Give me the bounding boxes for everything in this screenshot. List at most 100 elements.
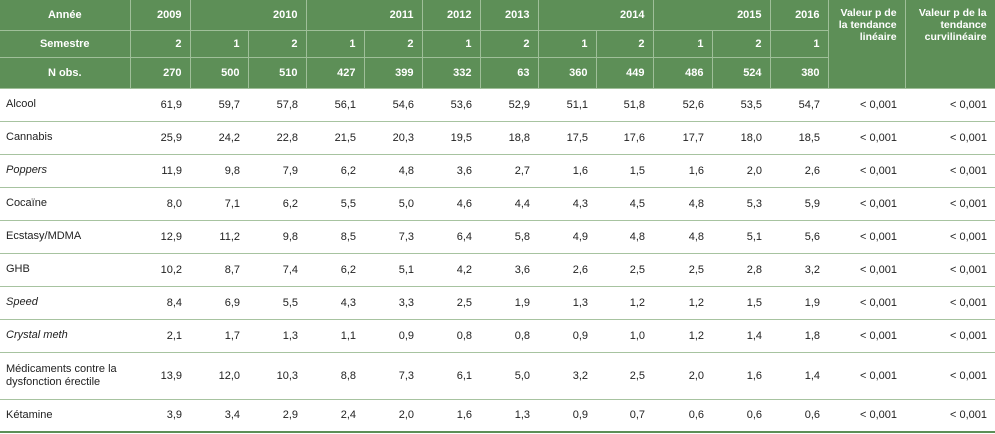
cell-value: 2,1 <box>130 319 190 353</box>
cell-value: 52,9 <box>480 88 539 122</box>
row-label: Cocaïne <box>0 187 130 221</box>
table-row: Crystal meth 2,1 1,7 1,3 1,1 0,9 0,8 0,8 0,9 1,0 1… <box>0 319 995 353</box>
p-linear: < 0,001 <box>828 399 906 433</box>
p-linear-header: Valeur p de la tendance linéaire <box>828 0 906 89</box>
cell-value: 1,5 <box>596 154 654 188</box>
cell-value: 0,6 <box>770 399 829 433</box>
cell-value: 5,1 <box>712 220 771 254</box>
cell-value: 11,2 <box>190 220 248 254</box>
cell-value: 1,9 <box>770 286 829 320</box>
n-header: 270 <box>130 57 191 89</box>
cell-value: 1,3 <box>538 286 597 320</box>
cell-value: 2,5 <box>596 352 654 400</box>
cell-value: 1,5 <box>712 286 771 320</box>
header-row: N obs. 270 500 510 427 399 332 63 360 449 486 524 38… <box>0 57 995 89</box>
cell-value: 4,8 <box>653 187 713 221</box>
semester-header: 1 <box>306 30 365 58</box>
cell-value: 61,9 <box>130 88 190 122</box>
cell-value: 0,7 <box>596 399 654 433</box>
cell-value: 2,0 <box>712 154 771 188</box>
cell-value: 4,8 <box>653 220 713 254</box>
cell-value: 3,2 <box>538 352 597 400</box>
row-label: Poppers <box>0 154 130 188</box>
cell-value: 13,9 <box>130 352 190 400</box>
cell-value: 53,6 <box>422 88 481 122</box>
header-label: Semestre <box>0 30 131 58</box>
cell-value: 9,8 <box>190 154 248 188</box>
year-header: 2011 <box>306 0 423 31</box>
cell-value: 2,0 <box>653 352 713 400</box>
p-curvilinear-header: Valeur p de la tendance curvilinéaire <box>905 0 995 89</box>
cell-value: 0,8 <box>480 319 539 353</box>
row-label: Kétamine <box>0 399 130 433</box>
p-curvilinear: < 0,001 <box>905 286 995 320</box>
year-header: 2009 <box>130 0 191 31</box>
cell-value: 8,4 <box>130 286 190 320</box>
p-linear: < 0,001 <box>828 154 906 188</box>
cell-value: 5,9 <box>770 187 829 221</box>
cell-value: 2,9 <box>248 399 307 433</box>
p-curvilinear: < 0,001 <box>905 220 995 254</box>
p-linear: < 0,001 <box>828 88 906 122</box>
p-linear: < 0,001 <box>828 220 906 254</box>
cell-value: 57,8 <box>248 88 307 122</box>
semester-header: 2 <box>248 30 307 58</box>
table-row: Kétamine 3,9 3,4 2,9 2,4 2,0 1,6 1,3 0,9 0,7 0,6 0,… <box>0 399 995 433</box>
cell-value: 11,9 <box>130 154 190 188</box>
cell-value: 18,5 <box>770 121 829 155</box>
cell-value: 10,2 <box>130 253 190 287</box>
cell-value: 7,9 <box>248 154 307 188</box>
cell-value: 2,6 <box>538 253 597 287</box>
cell-value: 52,6 <box>653 88 713 122</box>
p-linear: < 0,001 <box>828 286 906 320</box>
p-linear: < 0,001 <box>828 121 906 155</box>
semester-header: 1 <box>190 30 249 58</box>
cell-value: 1,7 <box>190 319 248 353</box>
n-header: 449 <box>596 57 654 89</box>
cell-value: 1,4 <box>770 352 829 400</box>
cell-value: 10,3 <box>248 352 307 400</box>
cell-value: 18,8 <box>480 121 539 155</box>
semester-header: 1 <box>538 30 597 58</box>
cell-value: 3,9 <box>130 399 190 433</box>
cell-value: 1,3 <box>480 399 539 433</box>
cell-value: 1,6 <box>712 352 771 400</box>
cell-value: 2,5 <box>596 253 654 287</box>
cell-value: 5,1 <box>364 253 423 287</box>
table-row: Ecstasy/MDMA 12,9 11,2 9,8 8,5 7,3 6,4 5,8 4,9 4,… <box>0 220 995 254</box>
cell-value: 56,1 <box>306 88 365 122</box>
cell-value: 4,9 <box>538 220 597 254</box>
cell-value: 6,2 <box>248 187 307 221</box>
cell-value: 4,2 <box>422 253 481 287</box>
cell-value: 3,6 <box>422 154 481 188</box>
table-row: Speed 8,4 6,9 5,5 4,3 3,3 2,5 1,9 1,3 1,2 1,2 1,5 1,… <box>0 286 995 320</box>
cell-value: 17,5 <box>538 121 597 155</box>
n-header: 510 <box>248 57 307 89</box>
cell-value: 8,7 <box>190 253 248 287</box>
cell-value: 0,9 <box>364 319 423 353</box>
n-header: 500 <box>190 57 249 89</box>
cell-value: 22,8 <box>248 121 307 155</box>
year-header: 2013 <box>480 0 539 31</box>
p-linear: < 0,001 <box>828 319 906 353</box>
cell-value: 6,2 <box>306 154 365 188</box>
n-header: 63 <box>480 57 539 89</box>
semester-header: 1 <box>422 30 481 58</box>
cell-value: 25,9 <box>130 121 190 155</box>
row-label: Cannabis <box>0 121 130 155</box>
n-header: 399 <box>364 57 423 89</box>
n-header: 524 <box>712 57 771 89</box>
cell-value: 20,3 <box>364 121 423 155</box>
cell-value: 19,5 <box>422 121 481 155</box>
cell-value: 4,3 <box>306 286 365 320</box>
cell-value: 6,4 <box>422 220 481 254</box>
cell-value: 9,8 <box>248 220 307 254</box>
cell-value: 1,4 <box>712 319 771 353</box>
cell-value: 0,6 <box>653 399 713 433</box>
table-row: GHB 10,2 8,7 7,4 6,2 5,1 4,2 3,6 2,6 2,5 2,5 2,8 3,2… <box>0 253 995 287</box>
semester-header: 1 <box>653 30 713 58</box>
cell-value: 0,8 <box>422 319 481 353</box>
row-label: Médicaments contre la dysfonction érecti… <box>0 352 130 400</box>
cell-value: 1,9 <box>480 286 539 320</box>
cell-value: 5,8 <box>480 220 539 254</box>
